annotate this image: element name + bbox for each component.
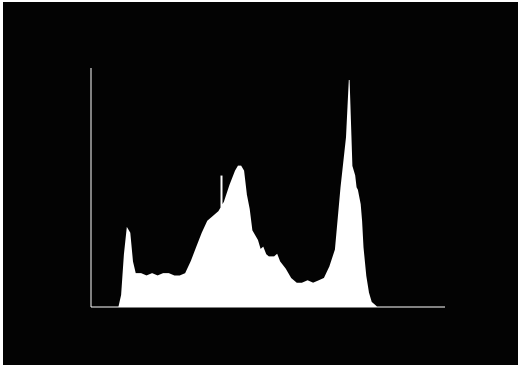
annotation-arrow-head [216, 233, 227, 245]
histogram-area [91, 79, 445, 308]
annotation-layer [216, 175, 227, 245]
histogram-chart [90, 68, 445, 308]
chart-panel [3, 2, 518, 365]
